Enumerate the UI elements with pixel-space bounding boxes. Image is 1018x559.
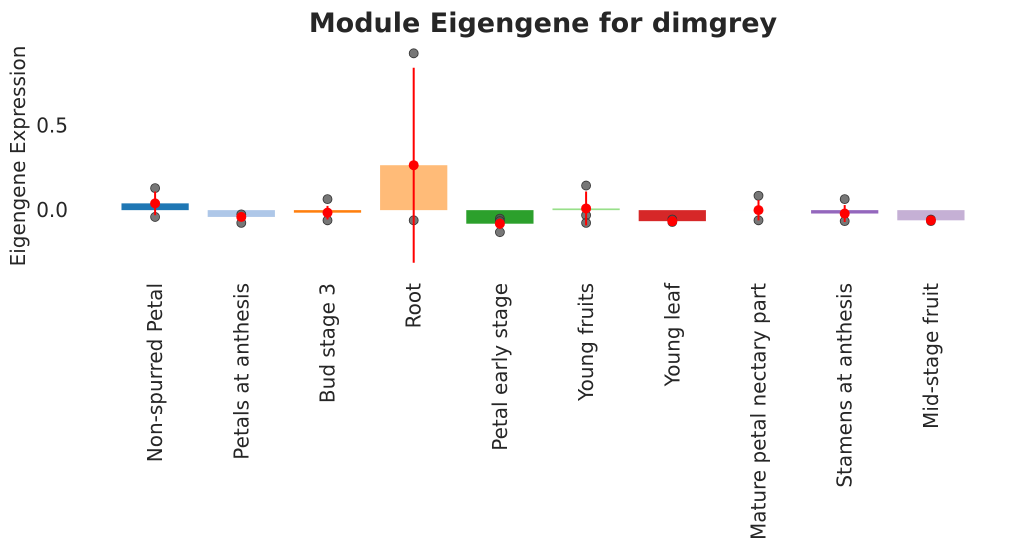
sample-point	[753, 190, 764, 201]
x-tick-label: Petal early stage	[488, 283, 512, 451]
x-tick-label: Young fruits	[574, 283, 598, 402]
x-tick-label: Stamens at anthesis	[833, 283, 857, 488]
sample-point	[581, 180, 591, 191]
mean-point	[753, 205, 764, 216]
chart-title: Module Eigengene for dimgrey	[309, 8, 778, 39]
x-tick-label: Non-spurred Petal	[143, 283, 167, 462]
mean-point	[150, 198, 161, 209]
sample-point	[408, 48, 419, 59]
mean-point	[667, 216, 678, 227]
sample-point	[322, 194, 333, 205]
x-tick-label: Mid-stage fruit	[919, 283, 943, 429]
mean-point	[322, 207, 333, 218]
sample-point	[150, 183, 161, 194]
mean-point	[839, 208, 850, 219]
mean-point	[494, 218, 505, 229]
mean-point	[581, 203, 592, 214]
mean-point	[236, 211, 247, 222]
sample-point	[839, 194, 850, 205]
x-tick-label: Young leaf	[660, 282, 684, 387]
y-axis-label: Eigengene Expression	[6, 46, 30, 267]
x-tick-label: Bud stage 3	[316, 283, 340, 403]
mean-point	[408, 160, 419, 171]
mean-point	[925, 215, 936, 226]
y-tick-label: 0.0	[36, 198, 68, 222]
x-tick-label: Root	[402, 283, 426, 328]
x-tick-label: Mature petal nectary part	[747, 283, 771, 540]
sample-point	[494, 227, 505, 238]
x-tick-label: Petals at anthesis	[229, 283, 253, 460]
y-tick-label: 0.5	[36, 113, 68, 137]
